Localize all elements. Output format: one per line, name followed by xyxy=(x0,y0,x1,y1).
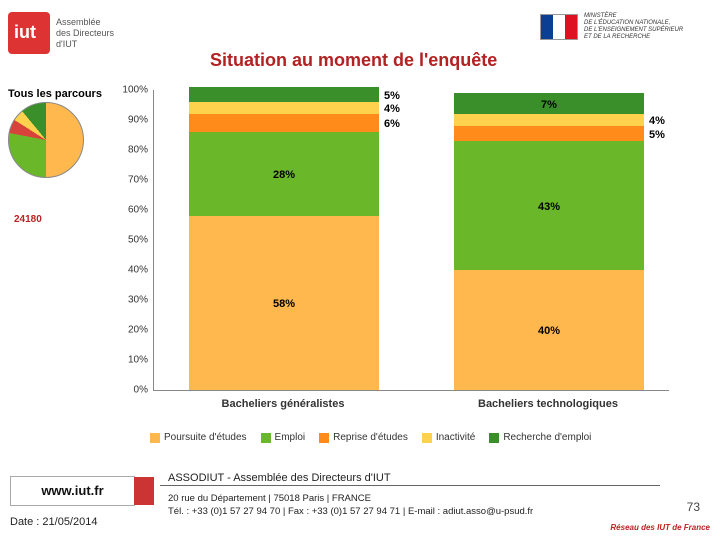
footer-divider xyxy=(160,485,660,486)
left-panel: Tous les parcours 24180 xyxy=(8,88,128,178)
slide-title: Situation au moment de l'enquête xyxy=(210,50,497,71)
legend-swatch xyxy=(150,433,160,443)
slide: Assemblée des Directeurs d'IUT MINISTÈRE… xyxy=(0,0,720,540)
footer-url-tab[interactable]: www.iut.fr xyxy=(10,476,135,506)
x-category-label: Bacheliers technologiques xyxy=(453,398,643,410)
stacked-bar-chart: 0%10%20%30%40%50%60%70%80%90%100% 58%28%… xyxy=(115,90,675,430)
footer-address: 20 rue du Département | 75018 Paris | FR… xyxy=(168,492,533,518)
plot-area: 58%28%6%4%5%40%43%5%4%7% xyxy=(153,90,669,391)
y-tick: 80% xyxy=(128,145,148,156)
segment-label: 4% xyxy=(649,115,699,127)
y-tick: 10% xyxy=(128,355,148,366)
legend-label: Recherche d'emploi xyxy=(503,432,591,443)
y-tick: 40% xyxy=(128,265,148,276)
legend-item: Poursuite d'études xyxy=(150,432,247,443)
legend-item: Emploi xyxy=(261,432,306,443)
ministry-text: MINISTÈRE DE L'ÉDUCATION NATIONALE, DE L… xyxy=(584,13,683,41)
y-tick: 70% xyxy=(128,175,148,186)
legend-label: Reprise d'études xyxy=(333,432,408,443)
segment-label: 4% xyxy=(384,103,434,115)
bar-segment xyxy=(189,114,379,132)
chart-legend: Poursuite d'études Emploi Reprise d'études… xyxy=(150,432,670,443)
bar-segment xyxy=(454,114,644,126)
segment-label: 40% xyxy=(454,325,644,337)
bar: 40%43%5%4%7% xyxy=(454,90,644,390)
footer-date: Date : 21/05/2014 xyxy=(10,516,97,528)
y-tick: 100% xyxy=(122,85,148,96)
footer: www.iut.fr Date : 21/05/2014 ASSODIUT - … xyxy=(0,470,720,540)
page-number: 73 xyxy=(687,500,700,514)
legend-swatch xyxy=(261,433,271,443)
segment-label: 6% xyxy=(384,118,434,130)
iut-logo-icon xyxy=(8,12,50,54)
footer-network: Réseau des IUT de France xyxy=(610,523,710,532)
ministry-logo: MINISTÈRE DE L'ÉDUCATION NATIONALE, DE L… xyxy=(540,6,710,48)
legend-swatch xyxy=(489,433,499,443)
segment-label: 7% xyxy=(454,99,644,111)
x-category-label: Bacheliers généralistes xyxy=(188,398,378,410)
flag-icon xyxy=(540,14,578,40)
left-panel-title: Tous les parcours xyxy=(8,88,128,100)
bar-segment xyxy=(189,102,379,114)
y-tick: 50% xyxy=(128,235,148,246)
y-tick: 0% xyxy=(134,385,148,396)
legend-label: Emploi xyxy=(275,432,306,443)
segment-label: 5% xyxy=(384,90,434,102)
legend-label: Inactivité xyxy=(436,432,475,443)
bar-segment xyxy=(189,87,379,102)
segment-label: 5% xyxy=(649,129,699,141)
segment-label: 58% xyxy=(189,298,379,310)
bar: 58%28%6%4%5% xyxy=(189,90,379,390)
legend-item: Recherche d'emploi xyxy=(489,432,591,443)
legend-swatch xyxy=(422,433,432,443)
pie-count: 24180 xyxy=(14,214,42,225)
legend-swatch xyxy=(319,433,329,443)
segment-label: 43% xyxy=(454,201,644,213)
segment-label: 28% xyxy=(189,169,379,181)
iut-logo-text: Assemblée des Directeurs d'IUT xyxy=(56,17,114,50)
footer-org: ASSODIUT - Assemblée des Directeurs d'IU… xyxy=(168,472,391,484)
bar-segment xyxy=(454,126,644,141)
y-tick: 60% xyxy=(128,205,148,216)
legend-label: Poursuite d'études xyxy=(164,432,247,443)
y-tick: 90% xyxy=(128,115,148,126)
pie-chart xyxy=(8,102,84,178)
iut-logo: Assemblée des Directeurs d'IUT xyxy=(8,8,138,58)
y-axis: 0%10%20%30%40%50%60%70%80%90%100% xyxy=(115,90,150,390)
y-tick: 30% xyxy=(128,295,148,306)
legend-item: Inactivité xyxy=(422,432,475,443)
legend-item: Reprise d'études xyxy=(319,432,408,443)
y-tick: 20% xyxy=(128,325,148,336)
